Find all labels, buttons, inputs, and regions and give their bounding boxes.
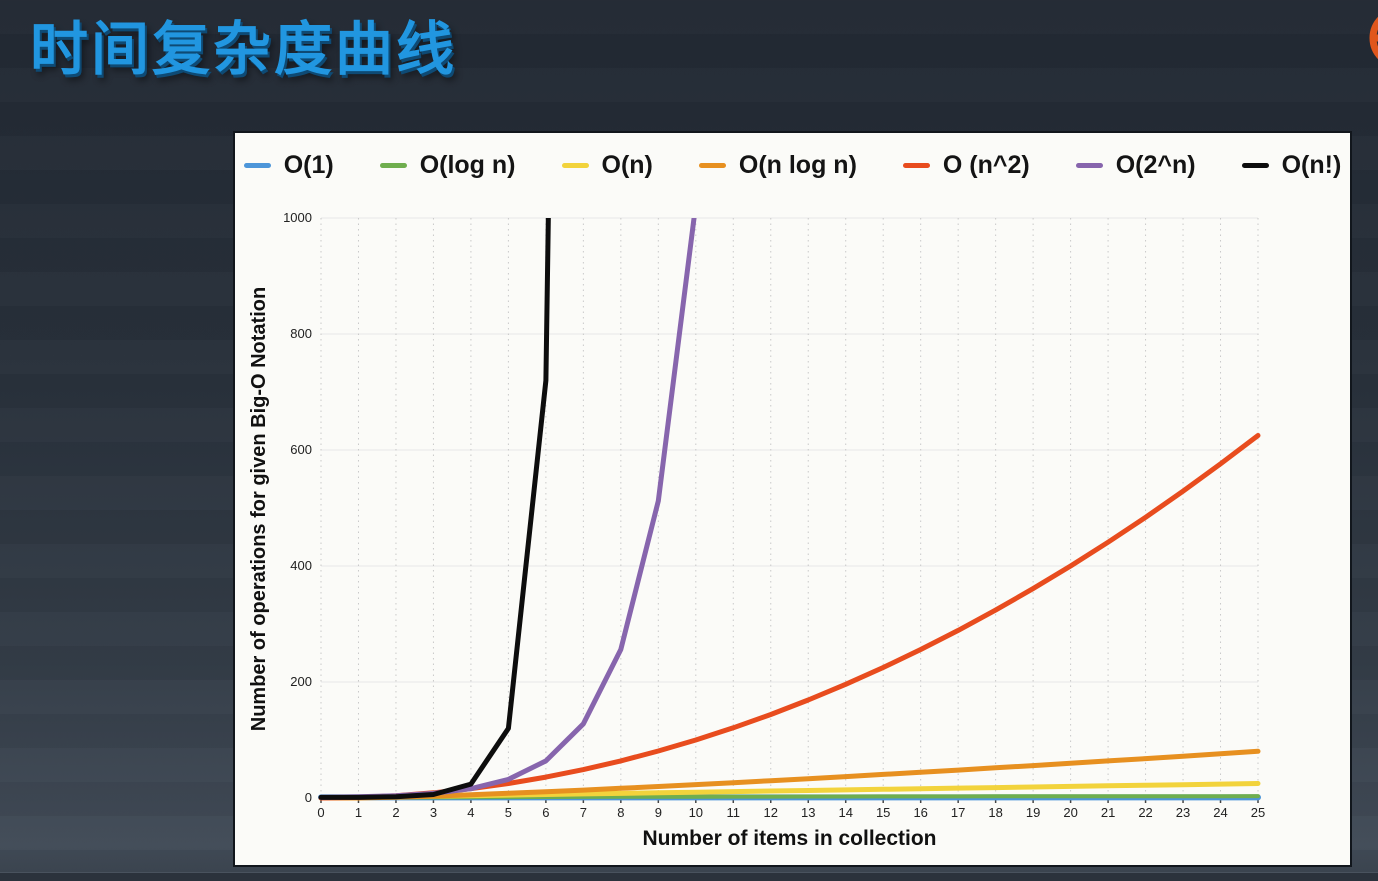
legend-item-o-log-n: O(log n) (379, 150, 516, 180)
legend-label-o-n-2: O (n^2) (942, 150, 1030, 179)
y-tick-label-200: 200 (290, 674, 312, 689)
x-tick-label-3: 3 (430, 805, 437, 820)
logo-wrap (1358, 4, 1378, 72)
x-tick-label-14: 14 (838, 805, 852, 820)
horizontal-gridlines: 0 200 400 600 800 1000 (283, 210, 1258, 805)
x-tick-label-8: 8 (617, 805, 624, 820)
legend-label-o-2-n: O(2^n) (1115, 150, 1196, 179)
legend-swatch-o-1 (243, 162, 271, 168)
legend-label-o-n-log-n: O(n log n) (738, 150, 857, 179)
y-tick-label-0: 0 (305, 790, 312, 805)
x-tick-label-7: 7 (580, 805, 587, 820)
legend-swatch-o-n-log-n (698, 162, 726, 168)
globe-icon (1369, 16, 1378, 60)
series-lines (318, 218, 1261, 801)
x-tick-label-15: 15 (876, 805, 890, 820)
slide-title: 时间复杂度曲线 (30, 17, 458, 82)
bottom-strip (0, 872, 1378, 881)
x-tick-label-13: 13 (801, 805, 815, 820)
x-tick-label-25: 25 (1251, 805, 1265, 820)
x-tick-label-2: 2 (392, 805, 399, 820)
x-tick-label-22: 22 (1138, 805, 1152, 820)
x-tick-label-18: 18 (988, 805, 1002, 820)
legend-item-o-1: O(1) (243, 150, 334, 180)
x-axis-title: Number of items in collection (642, 827, 937, 850)
legend-label-o-1: O(1) (283, 150, 334, 179)
x-tick-label-5: 5 (505, 805, 512, 820)
x-tick-label-0: 0 (317, 805, 324, 820)
x-tick-label-10: 10 (689, 805, 703, 820)
legend-label-o-n: O(n!) (1281, 150, 1342, 179)
legend-label-o-log-n: O(log n) (419, 150, 516, 179)
y-tick-label-800: 800 (290, 326, 312, 341)
vertical-gridlines: 0 1 2 3 4 5 6 7 8 9 10 11 12 13 14 15 16 17 18 19 20 21 22 23 24… (317, 218, 1265, 820)
series-line-o-n-log-n (318, 748, 1261, 801)
legend-swatch-o-log-n (379, 162, 407, 168)
x-tick-label-17: 17 (951, 805, 965, 820)
chart-legend: O(1) O(log n) O(n) O(n log n) O (n^2) O(2^n) O… (235, 148, 1350, 182)
x-tick-label-6: 6 (542, 805, 549, 820)
x-tick-label-24: 24 (1213, 805, 1227, 820)
x-tick-label-20: 20 (1063, 805, 1077, 820)
y-tick-label-600: 600 (290, 442, 312, 457)
legend-swatch-o-n-2 (902, 162, 930, 168)
legend-swatch-o-n (561, 162, 589, 168)
legend-item-o-n: O(n) (561, 150, 653, 180)
x-tick-label-23: 23 (1176, 805, 1190, 820)
y-axis-title: Number of operations for given Big-O Not… (248, 286, 270, 732)
legend-swatch-o-2-n (1075, 162, 1103, 168)
y-tick-label-1000: 1000 (283, 210, 312, 225)
x-tick-label-16: 16 (913, 805, 927, 820)
x-tick-label-9: 9 (655, 805, 662, 820)
x-tick-label-4: 4 (467, 805, 474, 820)
x-tick-label-12: 12 (764, 805, 778, 820)
legend-item-o-2-n: O(2^n) (1075, 150, 1196, 180)
legend-item-o-n-log-n: O(n log n) (698, 150, 857, 180)
legend-item-o-n-2: O (n^2) (902, 150, 1030, 180)
x-tick-label-1: 1 (355, 805, 362, 820)
legend-label-o-n: O(n) (601, 150, 653, 179)
chart-panel: O(1) O(log n) O(n) O(n log n) O (n^2) O(2^n) O… (233, 131, 1352, 867)
legend-swatch-o-n (1241, 162, 1269, 168)
legend-item-o-n: O(n!) (1241, 150, 1342, 180)
x-tick-label-21: 21 (1101, 805, 1115, 820)
series-line-o-n-2 (318, 433, 1261, 801)
series-line-o-n (318, 218, 551, 800)
y-tick-label-400: 400 (290, 558, 312, 573)
x-tick-label-11: 11 (727, 805, 741, 820)
x-tick-label-19: 19 (1026, 805, 1040, 820)
